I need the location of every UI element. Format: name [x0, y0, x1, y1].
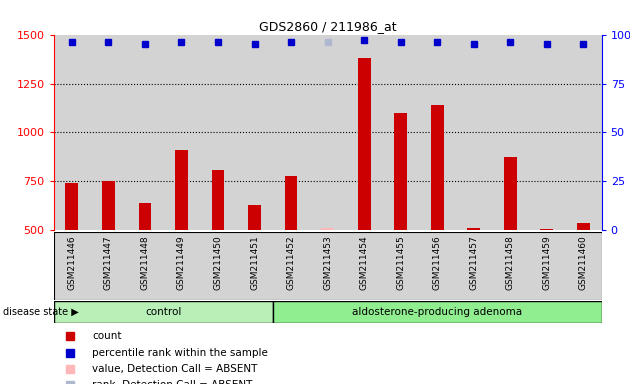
Bar: [431, 105, 444, 230]
Bar: [248, 205, 261, 230]
Text: GSM211453: GSM211453: [323, 236, 332, 290]
Bar: [541, 229, 553, 230]
Bar: [565, 35, 602, 230]
Text: GSM211459: GSM211459: [542, 236, 551, 290]
Bar: [529, 35, 565, 230]
Bar: [309, 232, 346, 300]
Text: GSM211460: GSM211460: [579, 236, 588, 290]
Text: GSM211452: GSM211452: [287, 236, 295, 290]
Bar: [200, 232, 236, 300]
Bar: [492, 232, 529, 300]
Bar: [382, 35, 419, 230]
Bar: [455, 232, 492, 300]
Bar: [321, 228, 334, 230]
Bar: [565, 232, 602, 300]
Bar: [163, 232, 200, 300]
Title: GDS2860 / 211986_at: GDS2860 / 211986_at: [259, 20, 396, 33]
Text: GSM211451: GSM211451: [250, 236, 259, 290]
Bar: [54, 232, 90, 300]
Bar: [358, 58, 370, 230]
Bar: [273, 35, 309, 230]
Text: GSM211448: GSM211448: [140, 236, 149, 290]
Text: rank, Detection Call = ABSENT: rank, Detection Call = ABSENT: [92, 380, 252, 384]
Bar: [102, 182, 115, 230]
Bar: [467, 228, 480, 230]
Bar: [382, 232, 419, 300]
Bar: [127, 232, 163, 300]
Text: GSM211454: GSM211454: [360, 236, 369, 290]
Bar: [346, 232, 382, 300]
Bar: [309, 35, 346, 230]
Bar: [346, 35, 382, 230]
Text: GSM211449: GSM211449: [177, 236, 186, 290]
Text: GSM211456: GSM211456: [433, 236, 442, 290]
Text: count: count: [92, 331, 122, 341]
Bar: [273, 232, 309, 300]
Text: GSM211447: GSM211447: [104, 236, 113, 290]
Text: GSM211450: GSM211450: [214, 236, 222, 290]
Bar: [90, 232, 127, 300]
Bar: [419, 232, 455, 300]
Bar: [163, 35, 200, 230]
Text: GSM211455: GSM211455: [396, 236, 405, 290]
Bar: [577, 223, 590, 230]
Text: percentile rank within the sample: percentile rank within the sample: [92, 348, 268, 358]
Bar: [504, 157, 517, 230]
Bar: [139, 203, 151, 230]
Bar: [419, 35, 455, 230]
Text: value, Detection Call = ABSENT: value, Detection Call = ABSENT: [92, 364, 257, 374]
Text: disease state ▶: disease state ▶: [3, 307, 79, 317]
Bar: [175, 150, 188, 230]
Text: GSM211458: GSM211458: [506, 236, 515, 290]
Bar: [492, 35, 529, 230]
Bar: [455, 35, 492, 230]
Bar: [127, 35, 163, 230]
Text: GSM211457: GSM211457: [469, 236, 478, 290]
Bar: [90, 35, 127, 230]
Bar: [394, 113, 407, 230]
Bar: [285, 175, 297, 230]
Text: GSM211446: GSM211446: [67, 236, 76, 290]
Bar: [273, 301, 602, 323]
Bar: [54, 301, 273, 323]
Bar: [212, 170, 224, 230]
Bar: [66, 184, 78, 230]
Text: control: control: [145, 307, 181, 317]
Bar: [200, 35, 236, 230]
Bar: [236, 35, 273, 230]
Bar: [529, 232, 565, 300]
Text: aldosterone-producing adenoma: aldosterone-producing adenoma: [352, 307, 522, 317]
Bar: [236, 232, 273, 300]
Bar: [54, 35, 90, 230]
